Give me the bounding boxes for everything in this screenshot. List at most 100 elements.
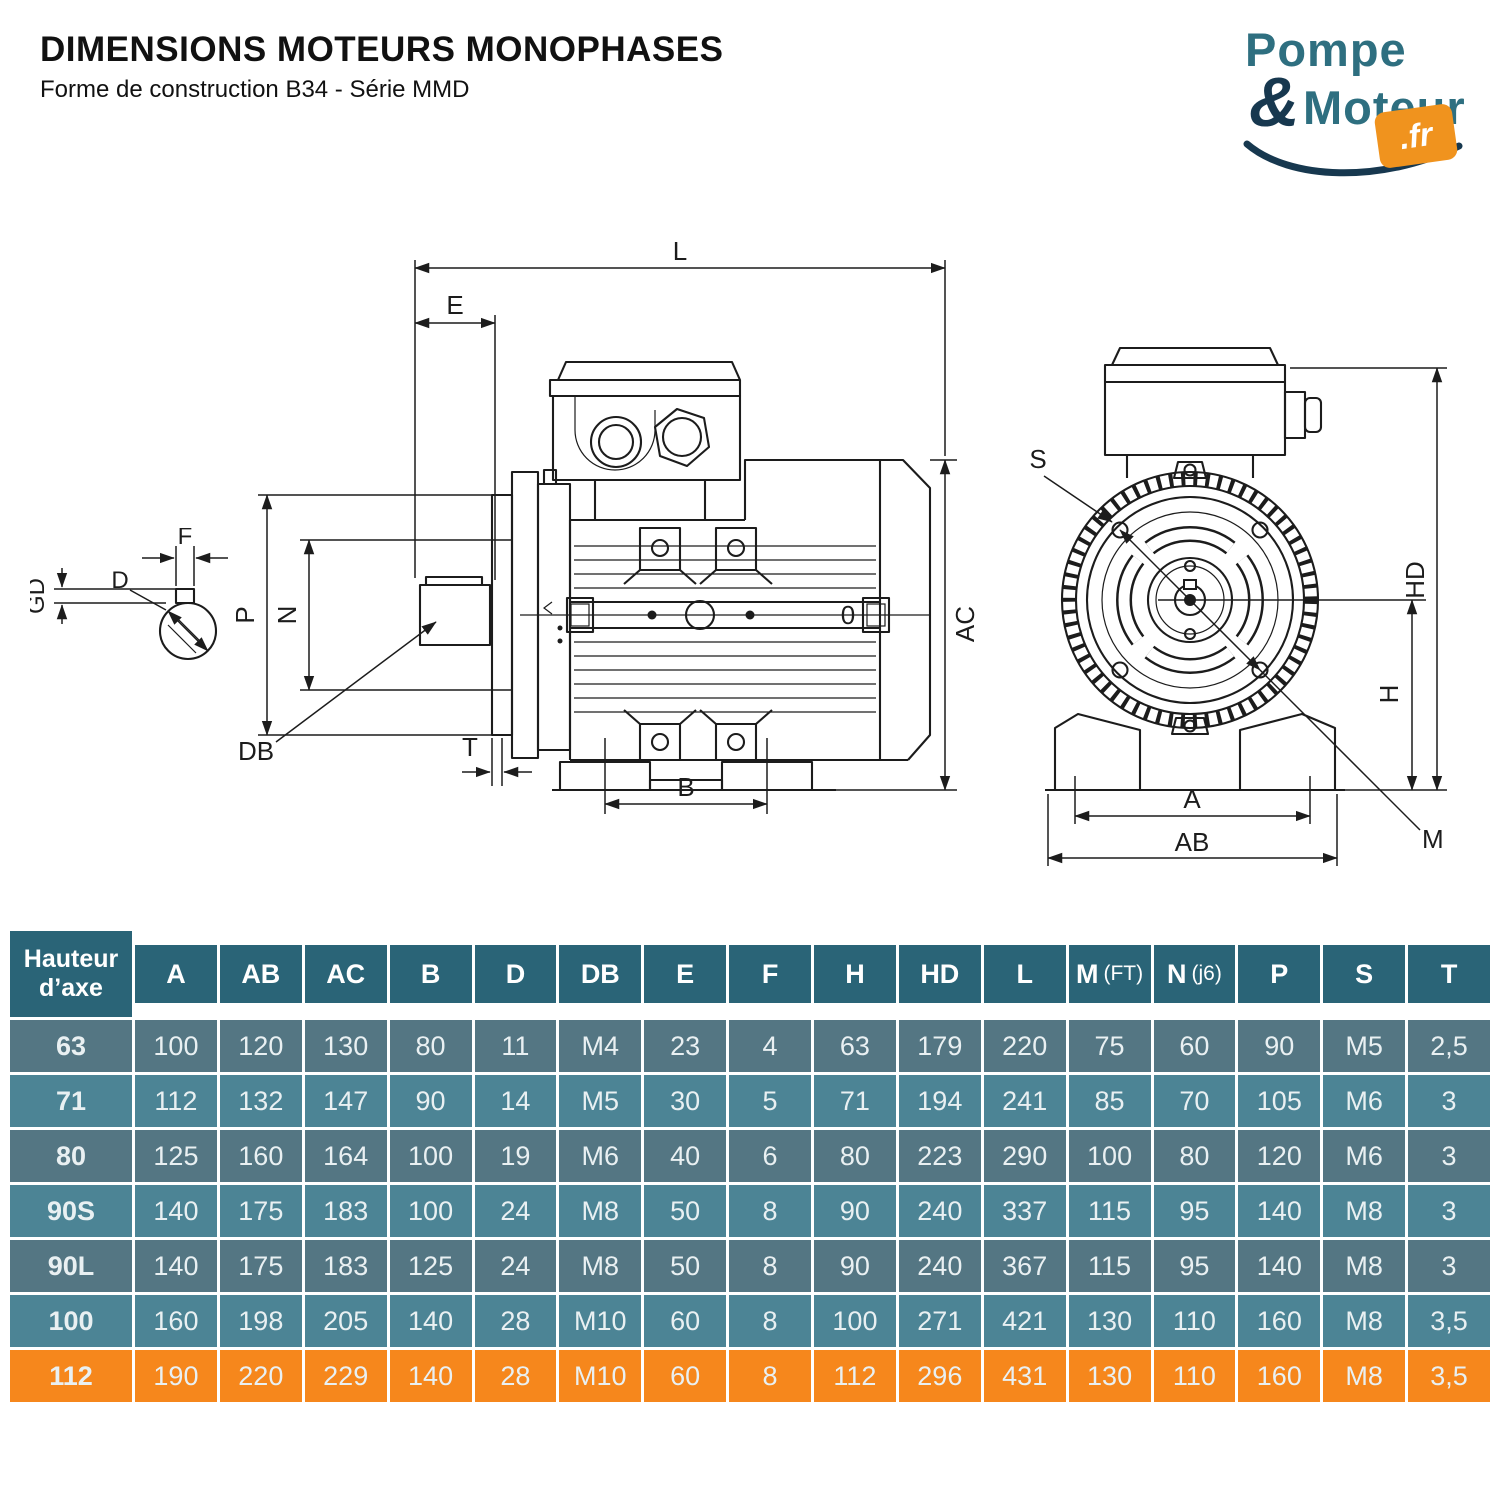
table-cell: 60: [644, 1350, 727, 1402]
page-subtitle: Forme de construction B34 - Série MMD: [40, 76, 470, 103]
table-cell: 194: [898, 1075, 981, 1127]
table-cell: M8: [1323, 1350, 1406, 1402]
table-cell: M5: [1323, 1020, 1406, 1072]
dim-label-e: E: [446, 290, 463, 320]
table-cell: 190: [135, 1350, 217, 1402]
dim-label-t: T: [462, 732, 478, 762]
column-header-h: H: [814, 931, 896, 1017]
dim-label-d: D: [111, 567, 128, 594]
table-cell: 90: [1238, 1020, 1321, 1072]
table-cell: M5: [559, 1075, 642, 1127]
table-cell: 112: [814, 1350, 896, 1402]
column-header-hd: HD: [898, 931, 981, 1017]
table-cell: 223: [898, 1130, 981, 1182]
table-cell: 112: [135, 1075, 217, 1127]
table-cell: 240: [898, 1240, 981, 1292]
table-cell: 296: [898, 1350, 981, 1402]
table-cell: M8: [1323, 1295, 1406, 1347]
table-cell: M8: [1323, 1185, 1406, 1237]
table-cell: 160: [1238, 1295, 1321, 1347]
column-header-ab: AB: [219, 931, 302, 1017]
table-cell: 431: [983, 1350, 1066, 1402]
table-cell: 160: [219, 1130, 302, 1182]
table-cell: M6: [1323, 1075, 1406, 1127]
table-cell: 183: [304, 1185, 387, 1237]
table-cell: 60: [1153, 1020, 1236, 1072]
table-cell: 130: [1068, 1295, 1151, 1347]
table-cell: M8: [559, 1240, 642, 1292]
table-cell: 90: [814, 1185, 896, 1237]
table-cell: 105: [1238, 1075, 1321, 1127]
dim-label-h: H: [1374, 685, 1404, 704]
table-cell: 8: [729, 1295, 811, 1347]
column-header-b: B: [389, 931, 472, 1017]
table-cell: M10: [559, 1350, 642, 1402]
table-cell: 220: [983, 1020, 1066, 1072]
table-cell: 205: [304, 1295, 387, 1347]
dim-label-l: L: [673, 236, 687, 266]
table-cell: 271: [898, 1295, 981, 1347]
table-cell: 421: [983, 1295, 1066, 1347]
table-cell: 2,5: [1408, 1020, 1490, 1072]
logo-ampersand: &: [1249, 63, 1300, 141]
table-cell: 240: [898, 1185, 981, 1237]
table-cell: 100: [1068, 1130, 1151, 1182]
table-cell: 3: [1408, 1185, 1490, 1237]
table-cell: 30: [644, 1075, 727, 1127]
table-cell: M8: [559, 1185, 642, 1237]
terminal-box-front: [1103, 346, 1323, 478]
table-row-71: 71 112 132 147 90 14 M5 30 5 71 194 241 85 70 105 M6 3: [10, 1075, 1490, 1127]
table-cell: 229: [304, 1350, 387, 1402]
dim-label-db: DB: [238, 736, 274, 766]
table-cell: 80: [1153, 1130, 1236, 1182]
table-cell: 140: [1238, 1185, 1321, 1237]
table-cell: M10: [559, 1295, 642, 1347]
table-cell: 50: [644, 1240, 727, 1292]
row-label: 80: [10, 1130, 132, 1182]
table-cell: 70: [1153, 1075, 1236, 1127]
table-cell: 147: [304, 1075, 387, 1127]
table-cell: 3,5: [1408, 1295, 1490, 1347]
column-header-e: E: [644, 931, 727, 1017]
shaft-section-dimensions: [54, 546, 228, 652]
table-cell: 140: [389, 1295, 472, 1347]
table-cell: 90: [389, 1075, 472, 1127]
table-cell: 160: [135, 1295, 217, 1347]
table-cell: 11: [474, 1020, 557, 1072]
table-cell: 3: [1408, 1240, 1490, 1292]
dim-label-hd: HD: [1400, 561, 1430, 599]
dim-label-p: P: [230, 606, 260, 623]
table-cell: 120: [219, 1020, 302, 1072]
table-cell: 140: [389, 1350, 472, 1402]
table-cell: 8: [729, 1185, 811, 1237]
table-cell: 140: [135, 1240, 217, 1292]
table-cell: 183: [304, 1240, 387, 1292]
table-cell: 80: [389, 1020, 472, 1072]
dim-label-f: F: [178, 528, 193, 550]
motor-side-view-drawing: L E P N DB T B AC 0: [230, 236, 980, 814]
table-cell: 3: [1408, 1075, 1490, 1127]
front-view-dimensions: [1043, 367, 1447, 866]
table-cell: M6: [1323, 1130, 1406, 1182]
table-cell: 80: [814, 1130, 896, 1182]
dim-label-ac: AC: [950, 606, 980, 642]
table-cell: 220: [219, 1350, 302, 1402]
side-view-dimensions: [258, 260, 957, 814]
table-cell: 4: [729, 1020, 811, 1072]
column-header-p: P: [1238, 931, 1321, 1017]
table-cell: 175: [219, 1240, 302, 1292]
table-cell: 75: [1068, 1020, 1151, 1072]
row-label: 100: [10, 1295, 132, 1347]
table-cell: 100: [389, 1130, 472, 1182]
table-cell: 125: [135, 1130, 217, 1182]
column-header-a: A: [135, 931, 217, 1017]
table-cell: 164: [304, 1130, 387, 1182]
table-cell: M6: [559, 1130, 642, 1182]
dimensions-table-wrap: Hauteur d’axe A AB AC B D DB E F H HD L M (FT) N (j6) P S…: [7, 928, 1493, 1405]
table-cell: 8: [729, 1350, 811, 1402]
table-cell: 120: [1238, 1130, 1321, 1182]
table-cell: 175: [219, 1185, 302, 1237]
table-cell: M4: [559, 1020, 642, 1072]
table-cell: 100: [389, 1185, 472, 1237]
